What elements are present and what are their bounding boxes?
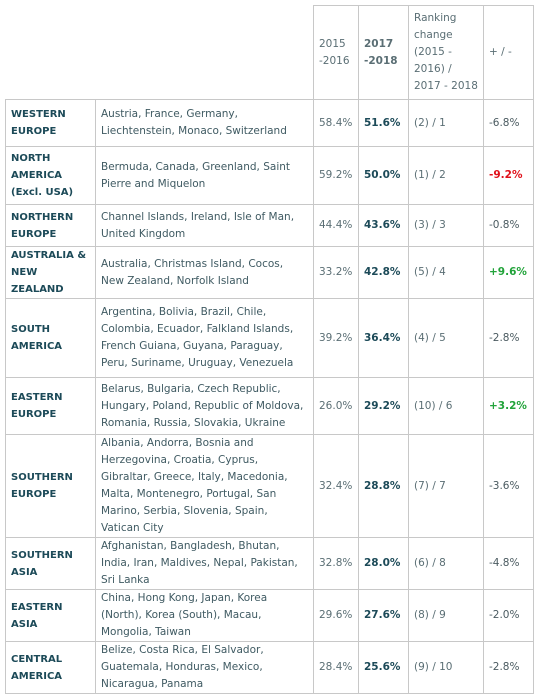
change-cell: +3.2% — [483, 377, 534, 435]
countries-cell: Argentina, Bolivia, Brazil, Chile, Colom… — [95, 298, 314, 378]
value-2015: 44.4% — [313, 204, 359, 247]
header-cell: 2017 -2018 — [358, 5, 409, 100]
countries-cell: Austria, France, Germany, Liechtenstein,… — [95, 99, 314, 147]
table-row: SOUTH AMERICA Argentina, Bolivia, Brazil,… — [5, 298, 534, 378]
region-cell: SOUTH AMERICA — [5, 298, 96, 378]
table-row: SOUTHERN EUROPE Albania, Andorra, Bosnia … — [5, 434, 534, 538]
value-2015: 26.0% — [313, 377, 359, 435]
value-2017: 29.2% — [358, 377, 409, 435]
ranking-cell: (3) / 3 — [408, 204, 484, 247]
ranking-cell: (7) / 7 — [408, 434, 484, 538]
value-2017: 28.0% — [358, 537, 409, 590]
empty-cell — [95, 5, 314, 100]
value-2015: 32.4% — [313, 434, 359, 538]
countries-cell: Channel Islands, Ireland, Isle of Man, U… — [95, 204, 314, 247]
countries-cell: Belarus, Bulgaria, Czech Republic, Hunga… — [95, 377, 314, 435]
countries-cell: Albania, Andorra, Bosnia and Herzegovina… — [95, 434, 314, 538]
page: 2015 -2016 2017 -2018 Ranking change (20… — [5, 5, 534, 694]
ranking-cell: (4) / 5 — [408, 298, 484, 378]
region-cell: NORTHERN EUROPE — [5, 204, 96, 247]
change-cell: -4.8% — [483, 537, 534, 590]
value-2017: 25.6% — [358, 641, 409, 694]
change-cell: -6.8% — [483, 99, 534, 147]
value-2015: 28.4% — [313, 641, 359, 694]
countries-cell: Belize, Costa Rica, El Salvador, Guatema… — [95, 641, 314, 694]
ranking-cell: (10) / 6 — [408, 377, 484, 435]
region-cell: SOUTHERN EUROPE — [5, 434, 96, 538]
ranking-cell: (8) / 9 — [408, 589, 484, 642]
region-cell: EASTERN EUROPE — [5, 377, 96, 435]
change-cell: -0.8% — [483, 204, 534, 247]
data-table: 2015 -2016 2017 -2018 Ranking change (20… — [5, 5, 534, 694]
value-2015: 39.2% — [313, 298, 359, 378]
table-row: NORTH AMERICA (Excl. USA) Bermuda, Canada… — [5, 146, 534, 205]
region-cell: EASTERN ASIA — [5, 589, 96, 642]
value-2017: 28.8% — [358, 434, 409, 538]
table-row: EASTERN EUROPE Belarus, Bulgaria, Czech R… — [5, 377, 534, 435]
region-cell: AUSTRALIA & NEW ZEALAND — [5, 246, 96, 299]
table-row: AUSTRALIA & NEW ZEALAND Australia, Christ… — [5, 246, 534, 299]
value-2015: 33.2% — [313, 246, 359, 299]
change-cell: +9.6% — [483, 246, 534, 299]
value-2017: 50.0% — [358, 146, 409, 205]
change-cell: -2.8% — [483, 641, 534, 694]
change-cell: -2.0% — [483, 589, 534, 642]
ranking-cell: (1) / 2 — [408, 146, 484, 205]
table-row: SOUTHERN ASIA Afghanistan, Bangladesh, Bh… — [5, 537, 534, 590]
header-row: 2015 -2016 2017 -2018 Ranking change (20… — [5, 5, 534, 100]
value-2017: 42.8% — [358, 246, 409, 299]
header-cell: Ranking change (2015 - 2016) / 2017 - 20… — [408, 5, 484, 100]
countries-cell: Bermuda, Canada, Greenland, Saint Pierre… — [95, 146, 314, 205]
ranking-cell: (9) / 10 — [408, 641, 484, 694]
value-2017: 51.6% — [358, 99, 409, 147]
value-2015: 32.8% — [313, 537, 359, 590]
ranking-cell: (2) / 1 — [408, 99, 484, 147]
region-cell: SOUTHERN ASIA — [5, 537, 96, 590]
region-cell: WESTERN EUROPE — [5, 99, 96, 147]
header-cell: 2015 -2016 — [313, 5, 359, 100]
table-row: CENTRAL AMERICA Belize, Costa Rica, El Sa… — [5, 641, 534, 694]
value-2017: 36.4% — [358, 298, 409, 378]
region-cell: NORTH AMERICA (Excl. USA) — [5, 146, 96, 205]
table-row: NORTHERN EUROPE Channel Islands, Ireland,… — [5, 204, 534, 247]
ranking-cell: (5) / 4 — [408, 246, 484, 299]
table-row: WESTERN EUROPE Austria, France, Germany, … — [5, 99, 534, 147]
value-2017: 43.6% — [358, 204, 409, 247]
table-row: EASTERN ASIA China, Hong Kong, Japan, Kor… — [5, 589, 534, 642]
ranking-cell: (6) / 8 — [408, 537, 484, 590]
value-2017: 27.6% — [358, 589, 409, 642]
region-cell: CENTRAL AMERICA — [5, 641, 96, 694]
countries-cell: China, Hong Kong, Japan, Korea (North), … — [95, 589, 314, 642]
header-cell: + / - — [483, 5, 534, 100]
change-cell: -9.2% — [483, 146, 534, 205]
value-2015: 58.4% — [313, 99, 359, 147]
value-2015: 29.6% — [313, 589, 359, 642]
change-cell: -3.6% — [483, 434, 534, 538]
change-cell: -2.8% — [483, 298, 534, 378]
empty-cell — [5, 5, 96, 100]
countries-cell: Afghanistan, Bangladesh, Bhutan, India, … — [95, 537, 314, 590]
value-2015: 59.2% — [313, 146, 359, 205]
countries-cell: Australia, Christmas Island, Cocos, New … — [95, 246, 314, 299]
